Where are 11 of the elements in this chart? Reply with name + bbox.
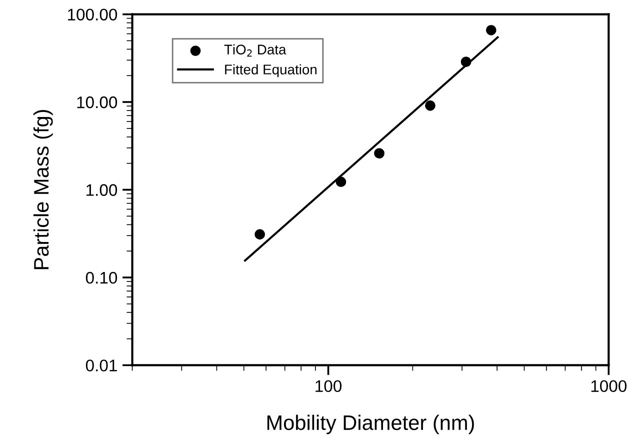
y-tick-label: 100.00 — [68, 8, 118, 21]
x-axis-title: Mobility Diameter (nm) — [267, 414, 474, 434]
y-tick-label: 10.00 — [77, 96, 118, 108]
y-axis-title: Particle Mass (fg) — [33, 110, 53, 270]
x-tick-label: 100 — [316, 380, 342, 392]
legend-label: Fitted Equation — [225, 64, 316, 78]
legend-label: TiO$_{2}$ Data — [224, 44, 286, 57]
y-tick-label: 0.10 — [86, 272, 118, 284]
y-tick-label: 0.01 — [86, 360, 117, 372]
x-tick-label: 1000 — [591, 380, 627, 392]
y-tick-label: 1.00 — [86, 184, 118, 196]
